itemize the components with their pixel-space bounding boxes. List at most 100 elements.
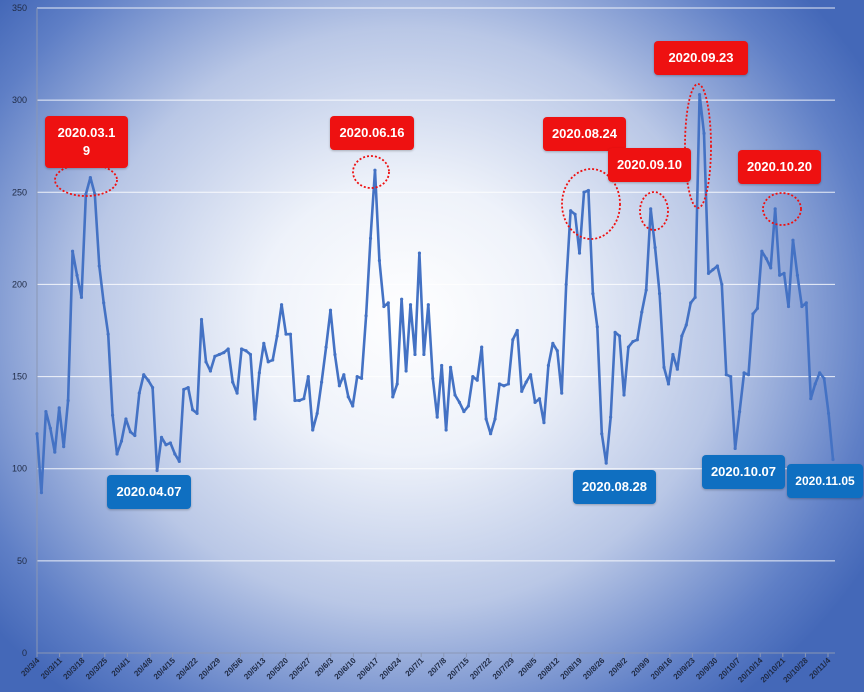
data-point xyxy=(689,301,693,305)
data-point xyxy=(764,257,768,261)
peak-callout-0319: 2020.03.1 9 xyxy=(45,116,128,168)
data-point xyxy=(706,271,711,275)
data-point xyxy=(351,404,355,408)
peak-highlight-ellipse xyxy=(352,155,390,189)
data-point xyxy=(475,378,479,382)
data-point xyxy=(786,304,791,309)
peak-callout-1020: 2020.10.20 xyxy=(738,150,821,184)
data-point xyxy=(555,349,559,353)
x-tick-label: 20/4/22 xyxy=(174,656,200,682)
peak-callout-0910: 2020.09.10 xyxy=(608,148,691,182)
data-point xyxy=(760,249,764,253)
y-tick-label: 150 xyxy=(12,372,27,382)
data-point xyxy=(293,398,297,403)
data-point xyxy=(702,131,706,135)
data-point xyxy=(417,251,422,255)
data-point xyxy=(222,351,226,355)
data-point xyxy=(404,369,408,373)
data-point xyxy=(400,297,404,301)
x-tick-label: 20/6/10 xyxy=(333,656,359,682)
data-point xyxy=(448,365,453,369)
data-point xyxy=(342,373,346,377)
data-point xyxy=(288,332,293,336)
data-point xyxy=(271,358,275,362)
x-tick-label: 20/3/18 xyxy=(61,656,87,682)
data-point xyxy=(440,363,444,368)
data-point xyxy=(680,334,684,338)
trough-callout-1007: 2020.10.07 xyxy=(702,455,785,489)
x-tick-label: 20/7/29 xyxy=(491,656,517,682)
data-point xyxy=(364,314,368,318)
data-point xyxy=(644,288,648,292)
data-point xyxy=(720,282,724,287)
data-point xyxy=(48,426,52,430)
data-point xyxy=(804,301,808,305)
data-point xyxy=(537,397,542,401)
x-tick-label: 20/8/19 xyxy=(559,656,585,682)
data-point xyxy=(244,349,248,353)
data-point xyxy=(386,301,390,305)
data-point xyxy=(600,432,604,436)
data-point xyxy=(239,347,244,351)
data-point xyxy=(262,341,266,345)
data-point xyxy=(97,264,101,268)
data-point xyxy=(408,303,413,307)
data-point xyxy=(355,374,359,379)
x-tick-label: 20/6/17 xyxy=(355,656,381,682)
data-point xyxy=(266,360,270,364)
x-tick-label: 20/5/13 xyxy=(242,656,268,682)
data-point xyxy=(115,452,119,456)
data-point xyxy=(604,461,608,465)
data-point xyxy=(738,409,742,414)
data-point xyxy=(324,345,328,349)
data-point xyxy=(769,266,773,270)
data-point xyxy=(119,439,124,443)
y-tick-label: 300 xyxy=(12,95,27,105)
data-point xyxy=(551,341,555,345)
data-point xyxy=(826,411,831,416)
data-point xyxy=(102,301,106,305)
data-point xyxy=(177,459,181,463)
data-point xyxy=(515,328,519,333)
data-point xyxy=(124,417,128,421)
x-tick-label: 20/7/15 xyxy=(446,656,472,682)
data-point xyxy=(297,398,301,403)
data-point xyxy=(582,190,586,194)
data-point xyxy=(751,312,755,316)
data-point xyxy=(675,367,679,371)
data-point xyxy=(693,295,697,299)
peak-callout-0923: 2020.09.23 xyxy=(654,41,748,75)
data-point xyxy=(471,374,475,379)
data-point xyxy=(778,273,782,277)
data-point xyxy=(168,441,173,445)
data-point xyxy=(733,446,737,451)
x-tick-label: 20/9/2 xyxy=(607,656,629,678)
data-point xyxy=(315,411,319,416)
data-point xyxy=(133,433,137,438)
series-line xyxy=(35,93,835,495)
data-point xyxy=(257,371,261,375)
data-point xyxy=(822,376,826,381)
data-point xyxy=(66,398,70,403)
data-point xyxy=(226,347,230,351)
data-point xyxy=(657,292,662,296)
x-tick-label: 20/4/15 xyxy=(152,656,178,682)
trough-callout-0828: 2020.08.28 xyxy=(573,470,656,504)
x-tick-label: 20/8/26 xyxy=(581,656,607,682)
data-point xyxy=(422,352,426,357)
x-tick-label: 20/10/28 xyxy=(781,656,810,685)
data-point xyxy=(671,352,675,357)
data-point xyxy=(333,352,337,357)
data-point xyxy=(110,413,115,417)
data-point xyxy=(542,421,546,425)
data-point xyxy=(195,411,199,416)
data-point xyxy=(413,352,417,357)
data-point xyxy=(653,245,657,250)
data-point xyxy=(151,386,155,390)
peak-highlight-ellipse xyxy=(561,168,621,240)
data-point xyxy=(253,417,257,421)
data-point xyxy=(391,395,395,399)
data-point xyxy=(311,428,315,432)
data-point xyxy=(502,384,506,388)
data-point xyxy=(813,382,817,386)
